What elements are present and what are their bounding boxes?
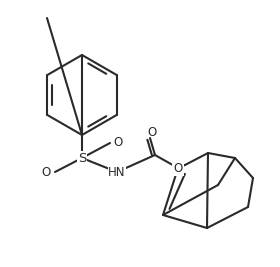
Text: HN: HN <box>108 166 126 179</box>
Text: O: O <box>41 167 51 179</box>
Text: S: S <box>78 151 86 164</box>
Text: O: O <box>173 162 183 175</box>
Text: O: O <box>147 125 157 139</box>
Text: O: O <box>113 135 123 148</box>
